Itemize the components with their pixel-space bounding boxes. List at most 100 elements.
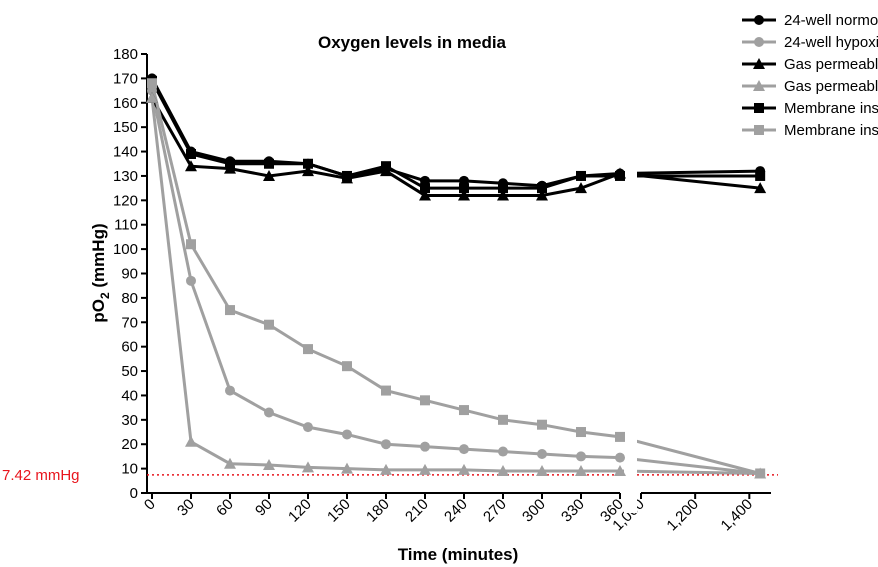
marker [754,182,767,194]
legend-label: 24-well hypoxic [784,34,878,51]
marker [419,463,431,475]
x-tick-label: 30 [174,496,198,520]
marker [420,441,430,452]
x-tick-label: 1,400 [718,496,757,535]
y-tick-label: 10 [121,461,138,478]
y-tick-label: 160 [113,95,138,112]
y-tick-label: 110 [114,217,138,234]
marker [497,189,509,201]
marker [146,91,158,103]
y-tick-label: 100 [113,241,138,258]
y-tick-label: 90 [121,266,138,283]
y-tick-label: 150 [113,119,138,136]
series-line [150,90,761,475]
marker [342,429,352,440]
marker [381,439,391,450]
series-line [150,82,761,475]
marker [497,465,509,477]
marker [381,161,391,172]
marker [459,183,469,194]
marker [576,427,586,438]
marker [303,422,313,433]
y-tick-label: 30 [121,412,138,429]
y-tick-label: 140 [113,144,138,161]
y-tick-label: 170 [113,70,138,87]
marker [419,189,431,201]
marker [755,170,766,181]
marker [576,451,586,462]
marker [264,319,274,330]
marker [754,125,764,135]
marker [615,452,625,463]
legend-label: Membrane insert normoxic [784,100,878,117]
x-tick-label: 0 [141,496,159,514]
marker [185,160,197,172]
y-axis-label: pO2 (mmHg) [89,223,112,322]
marker [575,465,587,477]
marker [753,80,765,91]
marker [225,305,235,316]
marker [459,405,469,416]
x-tick-label: 180 [363,496,393,526]
marker [186,275,196,286]
axis-break [624,44,637,513]
marker [537,419,547,430]
x-tick-label: 210 [402,496,432,526]
y-tick-label: 70 [121,314,138,331]
marker [615,431,625,442]
marker [537,448,547,459]
x-tick-label: 270 [480,496,510,526]
marker [575,182,587,194]
legend-label: Membrane insert hypoxic [784,122,878,139]
y-tick-label: 60 [121,339,138,356]
marker [263,458,275,470]
marker [536,189,548,201]
chart-title: Oxygen levels in media [318,33,507,52]
marker [755,468,766,479]
y-tick-label: 50 [121,363,138,380]
marker [302,165,314,177]
marker [342,361,352,372]
marker [537,183,547,194]
y-tick-label: 180 [113,46,138,63]
x-tick-label: 90 [252,496,276,520]
y-tick-label: 120 [113,192,138,209]
y-label-unit: (mmHg) [89,223,108,292]
marker [381,385,391,396]
marker [458,463,470,475]
marker [754,37,764,47]
legend-label: Gas permeable hypoxic [784,78,878,95]
marker [754,15,764,25]
marker [185,435,197,447]
x-tick-label: 1,200 [663,496,702,535]
reference-label: 7.42 mmHg [2,467,80,484]
marker [754,103,764,113]
series-line [150,80,761,190]
y-label-sub: 2 [98,292,112,299]
x-tick-label: 120 [285,496,315,526]
y-tick-label: 40 [121,387,138,404]
marker [186,239,196,250]
marker [576,170,586,181]
y-tick-label: 130 [113,168,138,185]
y-tick-label: 80 [121,290,138,307]
marker [420,183,430,194]
x-tick-label: 240 [441,496,471,526]
marker [341,462,353,474]
marker [303,158,313,169]
legend-label: Gas permeable normoxic [784,56,878,73]
y-tick-label: 20 [121,436,138,453]
marker [498,183,508,194]
marker [498,414,508,425]
x-tick-label: 330 [558,496,588,526]
marker [420,395,430,406]
marker [498,446,508,457]
y-label-main: pO [89,299,108,323]
x-tick-label: 150 [324,496,354,526]
legend-label: 24-well normoxic [784,12,878,29]
marker [264,407,274,418]
marker [186,148,196,159]
marker [147,78,157,89]
marker [615,170,625,181]
